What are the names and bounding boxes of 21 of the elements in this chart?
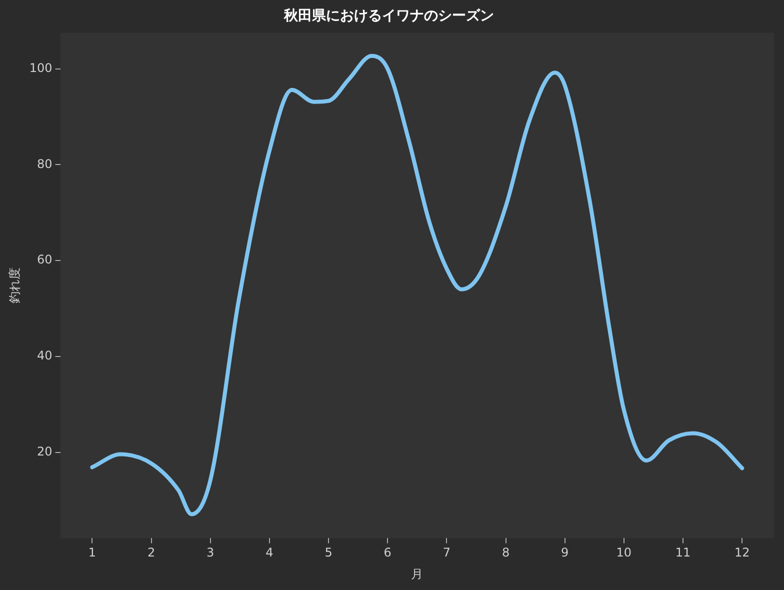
x-axis-title: 月 (411, 566, 424, 581)
y-tick-label: 60 (37, 252, 52, 267)
y-axis-title: 釣れ度 (7, 268, 22, 304)
x-tick-label: 3 (206, 546, 214, 560)
x-tick-label: 11 (675, 546, 691, 560)
x-tick-label: 4 (266, 546, 274, 560)
x-tick-label: 6 (384, 546, 392, 560)
x-tick-label: 9 (561, 546, 569, 560)
line-series (90, 54, 744, 516)
x-tick-label: 1 (88, 546, 96, 560)
x-tick-label: 2 (147, 546, 156, 560)
x-tick-label: 8 (502, 546, 510, 560)
y-tick-label: 100 (29, 60, 52, 75)
x-tick-label: 5 (324, 546, 332, 560)
chart-title: 秋田県におけるイワナのシーズン (283, 8, 494, 24)
y-tick-label: 20 (37, 444, 52, 458)
x-tick-label: 12 (734, 546, 750, 560)
x-tick-label: 10 (616, 546, 632, 560)
y-tick-label: 80 (37, 156, 52, 171)
y-tick-label: 40 (37, 348, 52, 363)
x-tick-label: 7 (442, 546, 451, 560)
